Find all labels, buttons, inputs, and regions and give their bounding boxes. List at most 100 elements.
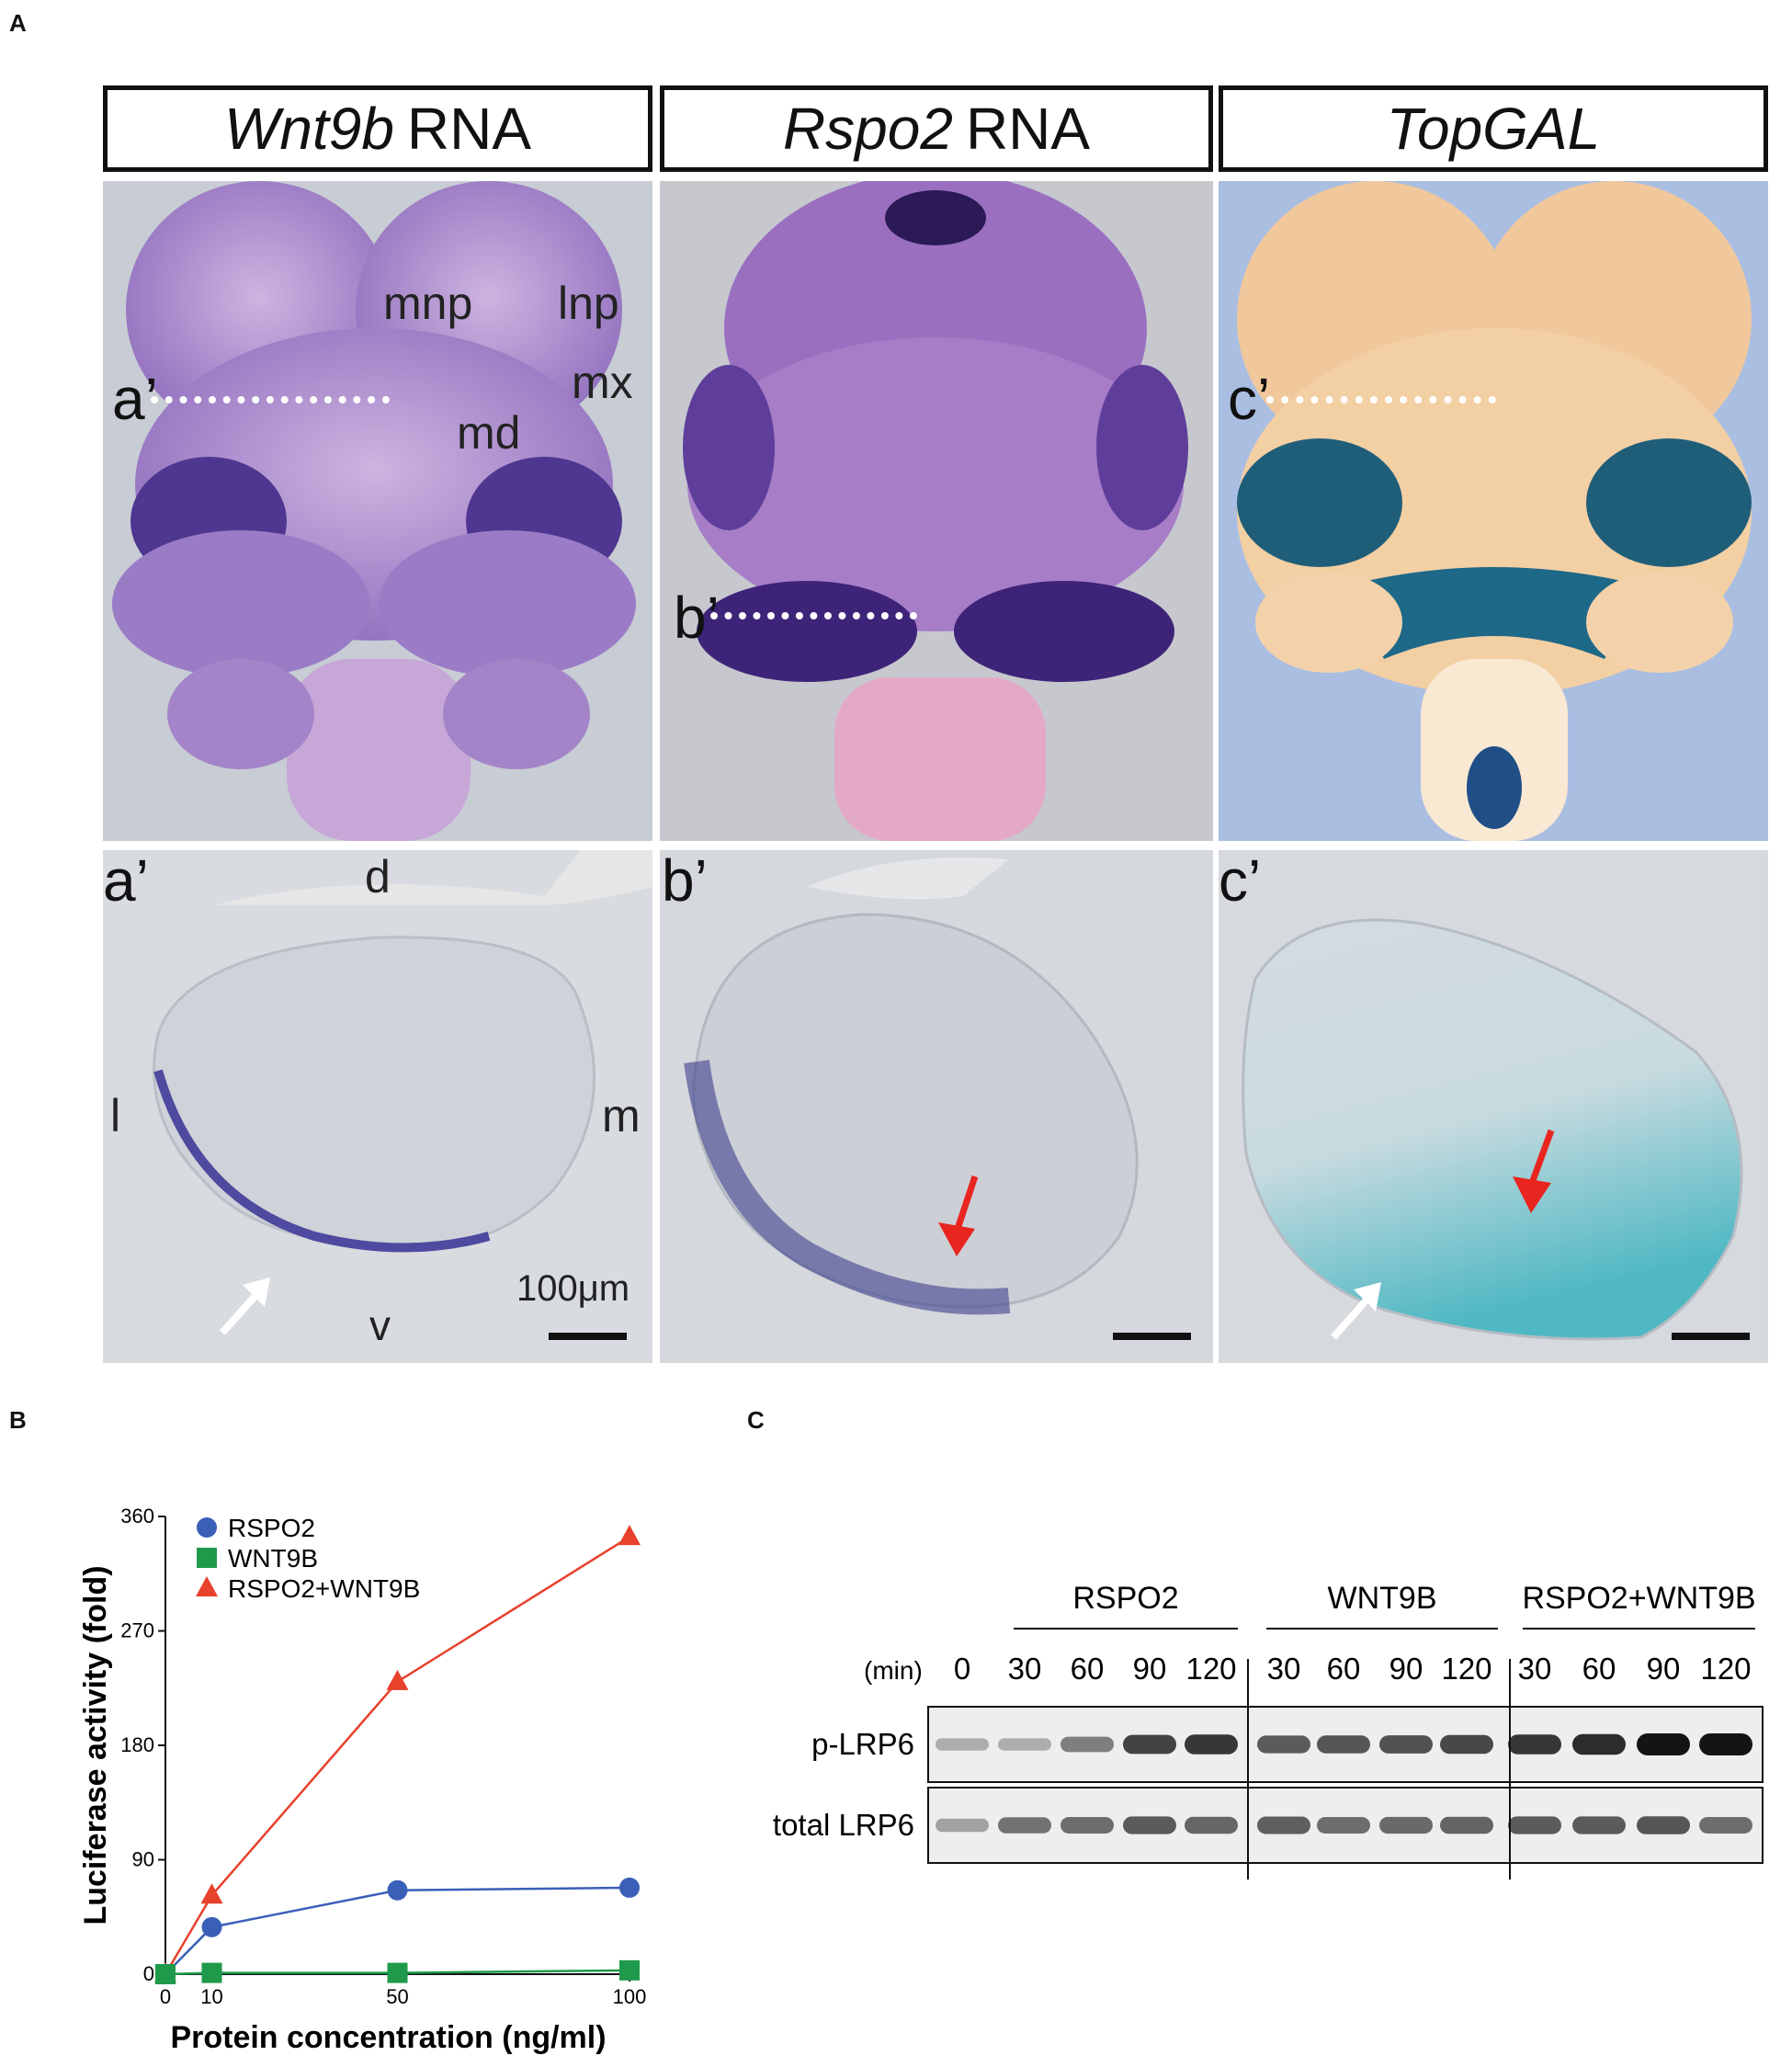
label-c-prime-bottom: c’ [1219, 850, 1262, 914]
x-tick-label: 100 [613, 1985, 647, 2008]
band [1637, 1816, 1690, 1834]
label-c-prime-top: c’ [1228, 366, 1271, 432]
y-tick-label: 270 [120, 1619, 154, 1642]
label-a-prime-top: a’ [112, 366, 158, 432]
section-line-a [151, 396, 390, 403]
white-arrow-icon [220, 1278, 270, 1335]
band [1379, 1735, 1433, 1754]
embryo-rspo2-drawing [660, 181, 1213, 841]
header-rspo2-gene: Rspo2 [782, 96, 953, 162]
photo-rspo2-section: b’ [660, 850, 1213, 1363]
time-label: 60 [1327, 1652, 1361, 1686]
photo-wnt9b-whole-mount: mnp lnp mx md a’ [103, 181, 652, 841]
time-label: 60 [1071, 1652, 1105, 1686]
band [1317, 1735, 1370, 1754]
time-label: 90 [1133, 1652, 1167, 1686]
y-tick-label: 360 [120, 1505, 154, 1528]
panel-letter-a: A [9, 9, 27, 37]
red-arrow-icon-c [1513, 1129, 1555, 1213]
band [1572, 1816, 1626, 1834]
point-rspo2+wnt9b [200, 1883, 223, 1904]
scale-bar-c [1672, 1333, 1750, 1340]
group-label-0: RSPO2 [1072, 1581, 1178, 1616]
time-label: 120 [1700, 1652, 1751, 1686]
band [1508, 1816, 1561, 1834]
legend-marker-wnt9b [197, 1548, 217, 1568]
point-rspo2 [387, 1880, 408, 1901]
band [1123, 1816, 1176, 1834]
band [1699, 1817, 1752, 1834]
photo-topgal-section: c’ [1219, 850, 1768, 1363]
y-axis-label: Luciferase activity (fold) [78, 1565, 113, 1925]
x-tick-label: 50 [386, 1985, 408, 2008]
time-label: 120 [1185, 1652, 1236, 1686]
band [1637, 1733, 1690, 1755]
row-label-1: total LRP6 [773, 1808, 914, 1842]
label-lnp: lnp [558, 278, 619, 329]
section-rspo2-drawing [660, 850, 1213, 1363]
section-wnt9b-drawing [103, 850, 652, 1363]
header-topgal-gene: TopGAL [1386, 96, 1601, 162]
series-line-rspo2 [164, 1886, 630, 1975]
white-arrow-icon-c [1331, 1282, 1381, 1340]
photo-wnt9b-section: a’ d l m v 100μm [103, 850, 652, 1363]
band [1699, 1733, 1752, 1755]
header-wnt9b-gene: Wnt9b [223, 96, 394, 162]
scale-bar-a [549, 1333, 627, 1340]
point-wnt9b [387, 1962, 408, 1983]
band [1185, 1816, 1238, 1834]
section-line-c [1266, 396, 1496, 403]
label-a-prime-bottom: a’ [103, 850, 149, 914]
legend-label-rspo2+wnt9b: RSPO2+WNT9B [228, 1574, 420, 1603]
embryo-topgal-drawing [1219, 181, 1768, 841]
point-rspo2+wnt9b [618, 1525, 641, 1546]
label-v: v [369, 1301, 391, 1349]
series-line-wnt9b [164, 1969, 630, 1976]
y-tick-label: 180 [120, 1733, 154, 1756]
legend-label-wnt9b: WNT9B [228, 1544, 318, 1573]
min-label: (min) [864, 1656, 923, 1685]
luciferase-chart: 0 90 180 270 360 0 10 50 100 Protein concentratio… [78, 1505, 647, 2055]
label-mx: mx [572, 357, 633, 408]
band [1572, 1733, 1626, 1755]
band [1123, 1734, 1176, 1755]
point-rspo2 [201, 1916, 222, 1937]
label-md: md [457, 407, 521, 459]
band [1440, 1734, 1493, 1755]
legend-label-rspo2: RSPO2 [228, 1514, 315, 1542]
y-tick-label: 0 [143, 1962, 154, 1985]
scale-label: 100μm [516, 1268, 630, 1309]
point-wnt9b [155, 1964, 176, 1984]
legend-marker-rspo2+wnt9b [196, 1576, 218, 1596]
scale-bar-b [1113, 1333, 1191, 1340]
band [936, 1818, 989, 1833]
group-label-2: RSPO2+WNT9B [1522, 1581, 1755, 1616]
band [1060, 1817, 1114, 1834]
label-mnp: mnp [383, 278, 473, 329]
band [1257, 1816, 1310, 1834]
time-label: 30 [1008, 1652, 1042, 1686]
band [1060, 1736, 1114, 1753]
western-blot: RSPO2 WNT9B RSPO2+WNT9B (min) 0 30 60 90 120 30 60… [773, 1581, 1764, 1880]
label-m: m [602, 1090, 641, 1141]
section-topgal-drawing [1219, 850, 1768, 1363]
header-rspo2: Rspo2 RNA [660, 85, 1213, 172]
embryo-wnt9b-drawing [103, 181, 652, 841]
band [1185, 1734, 1238, 1755]
band [998, 1738, 1051, 1751]
panel-letter-c: C [747, 1406, 765, 1434]
point-rspo2 [619, 1877, 640, 1898]
panel-letter-b: B [9, 1406, 27, 1434]
header-rspo2-rna: RNA [965, 96, 1091, 162]
time-label: 120 [1441, 1652, 1491, 1686]
point-rspo2+wnt9b [386, 1669, 409, 1690]
time-label: 90 [1647, 1652, 1681, 1686]
red-arrow-icon [938, 1175, 979, 1256]
time-label: 60 [1582, 1652, 1616, 1686]
time-label: 90 [1389, 1652, 1423, 1686]
row-label-0: p-LRP6 [811, 1727, 914, 1761]
label-l: l [110, 1090, 121, 1141]
band [936, 1738, 989, 1751]
header-topgal: TopGAL [1219, 85, 1768, 172]
band [1440, 1816, 1493, 1834]
